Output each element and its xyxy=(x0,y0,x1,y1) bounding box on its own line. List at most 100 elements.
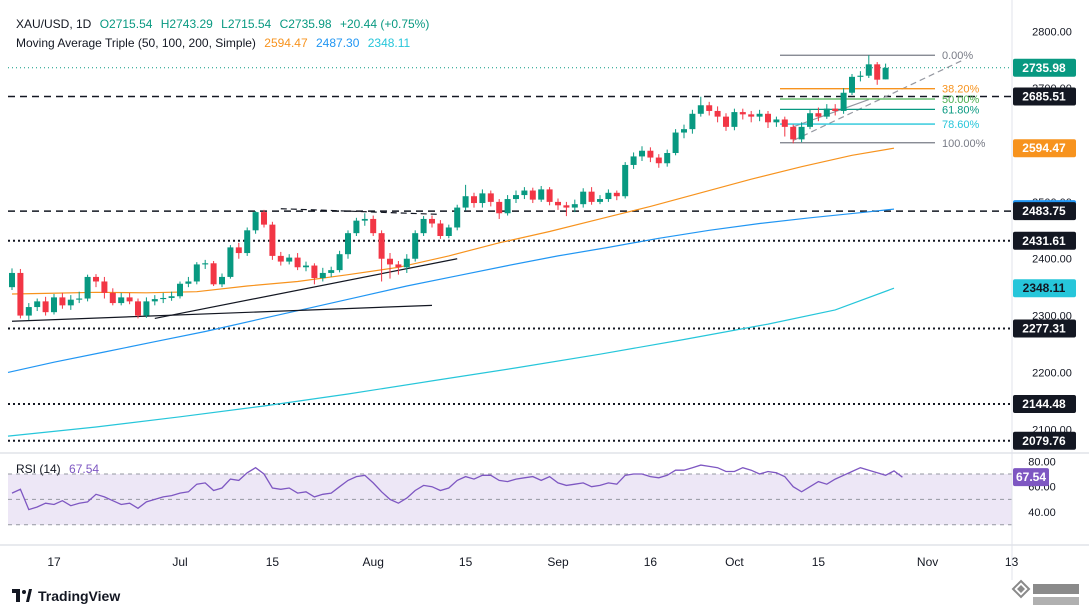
fibonacci-retracement: 0.00% 38.20%50.00%61.80% 78.60% 100.00% xyxy=(780,50,986,150)
candle-body xyxy=(109,292,116,304)
time-tick-label: Aug xyxy=(363,555,384,569)
candle-body xyxy=(76,298,83,300)
trendline xyxy=(11,304,433,322)
moving-averages xyxy=(7,147,895,437)
candle-body xyxy=(681,129,687,133)
candle-body xyxy=(613,192,620,197)
candle-body xyxy=(185,281,192,284)
candle-body xyxy=(563,205,570,208)
candle-body xyxy=(496,201,503,214)
candle-body xyxy=(874,64,881,80)
candle-body xyxy=(143,301,150,316)
candle-body xyxy=(395,264,402,268)
ma-legend-title[interactable]: Moving Average Triple (50, 100, 200, Sim… xyxy=(16,36,256,50)
candle-body xyxy=(235,247,242,254)
candle-body xyxy=(882,67,889,80)
candle-body xyxy=(739,112,746,115)
candle-body xyxy=(857,75,864,77)
candle-body xyxy=(655,157,662,164)
candle-body xyxy=(42,301,49,313)
candle-body xyxy=(336,254,343,271)
rsi-line xyxy=(11,464,903,511)
candle-body xyxy=(261,212,267,225)
candle-body xyxy=(798,126,805,140)
ma-line xyxy=(11,147,895,295)
candle-body xyxy=(697,105,704,114)
candle-body xyxy=(412,233,419,259)
rsi-value-label: 67.54 xyxy=(1016,470,1046,484)
candle-body xyxy=(689,113,696,130)
candle-body xyxy=(286,257,293,262)
time-tick-label: 15 xyxy=(266,555,280,569)
candle-body xyxy=(345,233,351,255)
candle-body xyxy=(790,126,797,140)
price-tick-label: 2200.00 xyxy=(1032,367,1072,379)
candle-body xyxy=(622,164,629,197)
price-label-text: 2735.98 xyxy=(1022,61,1066,75)
candle-body xyxy=(202,263,209,265)
trendlines xyxy=(11,60,962,322)
time-tick-label: Jul xyxy=(172,555,187,569)
candle-body xyxy=(765,113,771,123)
candle-body xyxy=(93,276,99,282)
candle-body xyxy=(9,272,15,288)
candle-body xyxy=(429,218,435,224)
sino-sound-logo xyxy=(1011,579,1079,605)
price-tick-label: 2800.00 xyxy=(1032,26,1072,38)
time-tick-label: Oct xyxy=(725,555,744,569)
candle-body xyxy=(210,263,217,285)
ma50-value: 2594.47 xyxy=(264,36,308,50)
candle-body xyxy=(588,191,595,202)
candle-body xyxy=(361,218,368,221)
price-label-text: 2594.47 xyxy=(1022,141,1066,155)
high-value: H2743.29 xyxy=(160,17,213,31)
candle-body xyxy=(269,224,276,256)
candle-body xyxy=(51,297,57,313)
candle-body xyxy=(219,276,225,285)
price-label-box xyxy=(1013,58,1076,77)
candle-body xyxy=(25,307,32,316)
trendline xyxy=(280,208,441,215)
low-value: L2715.54 xyxy=(221,17,272,31)
candle-body xyxy=(605,192,612,200)
candle-body xyxy=(160,297,167,300)
price-label-text: 2685.51 xyxy=(1022,89,1066,103)
candle-body xyxy=(815,113,822,117)
price-label-text: 2431.61 xyxy=(1022,234,1066,248)
candle-body xyxy=(311,265,318,279)
candle-body xyxy=(59,297,66,306)
candle-body xyxy=(706,105,713,111)
candle-body xyxy=(731,112,738,127)
trendline xyxy=(792,60,962,142)
price-label-box xyxy=(1013,431,1076,450)
time-tick-label: 16 xyxy=(644,555,658,569)
candle-body xyxy=(748,114,755,117)
candle-body xyxy=(807,113,813,127)
candle-body xyxy=(445,227,452,236)
candle-body xyxy=(630,156,637,165)
price-labels: 2735.982685.512594.472487.302483.752431.… xyxy=(1013,58,1076,450)
fib-level-label: 100.00% xyxy=(942,138,986,150)
candle-body xyxy=(597,199,603,202)
price-label-box xyxy=(1013,202,1076,221)
candle-body xyxy=(387,258,393,265)
fib-level-label: 0.00% xyxy=(942,50,973,62)
rsi-tick-label: 40.00 xyxy=(1028,507,1056,519)
price-label-text: 2144.48 xyxy=(1022,397,1066,411)
rsi-legend: RSI (14) 67.54 xyxy=(16,462,104,476)
close-value: C2735.98 xyxy=(279,17,332,31)
symbol-label[interactable]: XAU/USD, 1D xyxy=(16,17,92,31)
candle-body xyxy=(773,119,780,123)
rsi-band xyxy=(8,474,1012,525)
fib-level-label: 78.60% xyxy=(942,119,980,131)
rsi-title[interactable]: RSI (14) xyxy=(16,462,61,476)
candle-body xyxy=(294,257,301,268)
candle-body xyxy=(17,272,24,316)
price-label-box xyxy=(1013,279,1076,298)
ma200-value: 2348.11 xyxy=(367,36,411,50)
candle-body xyxy=(168,296,175,298)
tradingview-brand[interactable]: TradingView xyxy=(12,588,120,604)
price-label-text: 2079.76 xyxy=(1022,434,1066,448)
